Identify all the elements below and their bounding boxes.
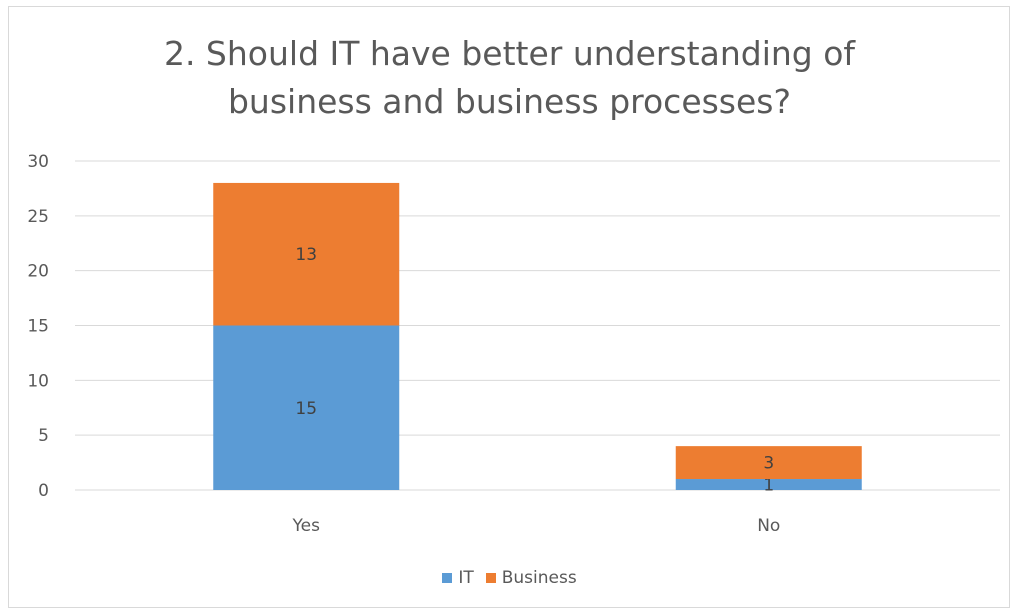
data-label-yes-it: 15 [295,399,317,419]
legend-item-it: IT [442,568,474,588]
chart-title-line-1: 2. Should IT have better understanding o… [163,34,856,73]
chart-title: 2. Should IT have better understanding o… [0,30,1019,126]
legend-label-it: IT [458,568,474,588]
y-tick-label-25: 25 [27,207,49,227]
y-tick-label-30: 30 [27,152,49,172]
y-tick-label-5: 5 [38,426,49,446]
legend: IT Business [0,568,1019,588]
data-label-yes-business: 13 [295,245,317,265]
legend-item-business: Business [485,568,577,588]
data-label-no-it: 1 [763,476,774,496]
data-label-no-business: 3 [763,454,774,474]
bar-yes-it [213,325,400,490]
bar-no-business [675,446,862,480]
y-tick-label-15: 15 [27,317,49,337]
y-tick-label-20: 20 [27,262,49,282]
chart-frame [8,6,1010,608]
x-tick-label-no: No [757,516,780,536]
x-tick-label-yes: Yes [292,516,321,536]
bar-yes-business [213,182,400,326]
legend-label-business: Business [501,568,577,588]
chart-title-line-2: business and business processes? [227,82,792,121]
y-tick-label-0: 0 [38,481,49,501]
legend-swatch-business [485,573,496,583]
legend-swatch-it [442,573,453,583]
bar-no-it [675,479,862,490]
y-tick-label-10: 10 [27,371,49,391]
